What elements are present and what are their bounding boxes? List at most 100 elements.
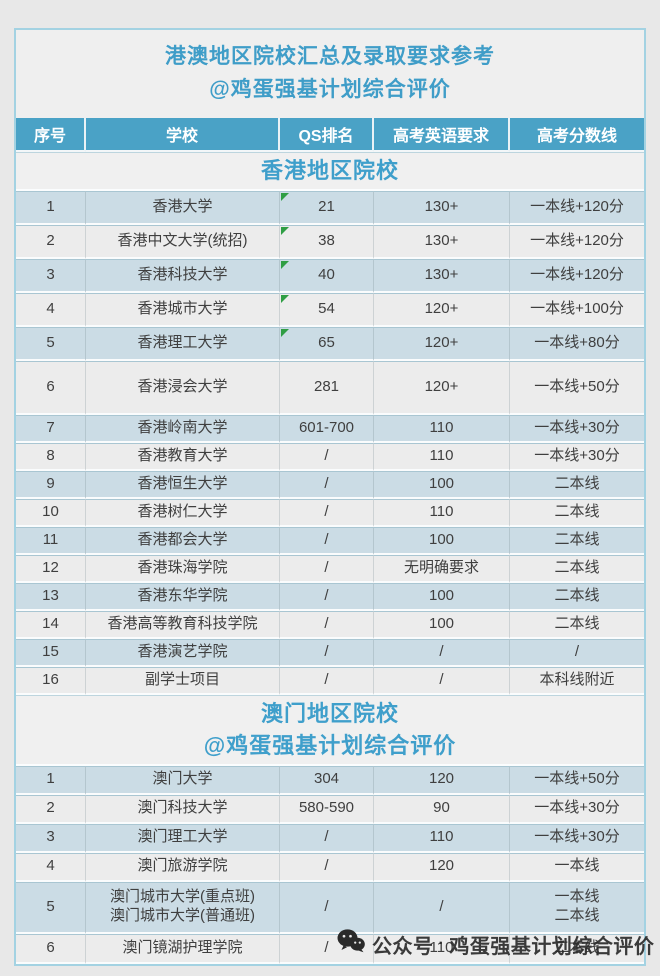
score-line-cell: 二本线 bbox=[510, 526, 644, 555]
table-row: 4 澳门旅游学院/120 一本线 bbox=[16, 852, 644, 882]
score-line-cell: 一本线+120分 bbox=[510, 224, 644, 259]
table-row: 7 香港岭南大学 601-700 110 一本线+30分 bbox=[16, 414, 644, 443]
cell-note-marker bbox=[281, 226, 289, 235]
table-row: 9 香港恒生大学/100 二本线 bbox=[16, 470, 644, 499]
english-req-cell: 130+ bbox=[374, 224, 510, 259]
table-row: 13 香港东华学院/100 二本线 bbox=[16, 582, 644, 611]
row-index-cell: 6 bbox=[16, 933, 86, 964]
table-row: 2 澳门科技大学 580-590 90 一本线+30分 bbox=[16, 794, 644, 824]
english-req-cell: 无明确要求 bbox=[374, 554, 510, 583]
english-req-cell: / bbox=[374, 666, 510, 695]
english-req-cell: 120+ bbox=[374, 326, 510, 361]
school-cell: 香港珠海学院 bbox=[86, 554, 280, 583]
table-title-line2: @鸡蛋强基计划综合评价 bbox=[209, 78, 451, 101]
score-line-cell: 一本线+50分 bbox=[510, 765, 644, 795]
row-index-cell: 15 bbox=[16, 638, 86, 667]
qs-rank-cell: / bbox=[280, 610, 374, 639]
score-line-cell: 二本线 bbox=[510, 582, 644, 611]
school-cell: 澳门旅游学院 bbox=[86, 852, 280, 882]
qs-rank-cell: / bbox=[280, 498, 374, 527]
school-cell: 澳门科技大学 bbox=[86, 794, 280, 824]
qs-rank-cell: 580-590 bbox=[280, 794, 374, 824]
school-cell: 香港浸会大学 bbox=[86, 360, 280, 415]
english-req-cell: 110 bbox=[374, 414, 510, 443]
table-header: 序号 学校 QS排名 高考英语要求 高考分数线 bbox=[16, 118, 644, 152]
row-index-cell: 11 bbox=[16, 526, 86, 555]
row-index-cell: 1 bbox=[16, 190, 86, 225]
universities-table: 序号 学校 QS排名 高考英语要求 高考分数线 香港地区院校 1 香港大学 21 130… bbox=[16, 118, 644, 964]
school-cell: 香港都会大学 bbox=[86, 526, 280, 555]
school-cell: 香港岭南大学 bbox=[86, 414, 280, 443]
cell-note-marker bbox=[281, 294, 289, 303]
section-title: 澳门地区院校 @鸡蛋强基计划综合评价 bbox=[16, 694, 644, 766]
row-index-cell: 3 bbox=[16, 823, 86, 853]
row-index-cell: 1 bbox=[16, 765, 86, 795]
score-line-cell: 二本线 bbox=[510, 470, 644, 499]
score-line-cell: 二本线 bbox=[510, 554, 644, 583]
table-row: 6 香港浸会大学 281 120+ 一本线+50分 bbox=[16, 360, 644, 415]
school-cell: 澳门城市大学(重点班) 澳门城市大学(普通班) bbox=[86, 881, 280, 934]
table-title-block: 港澳地区院校汇总及录取要求参考 @鸡蛋强基计划综合评价 bbox=[16, 30, 644, 118]
school-cell: 香港演艺学院 bbox=[86, 638, 280, 667]
row-index-cell: 2 bbox=[16, 224, 86, 259]
row-index-cell: 13 bbox=[16, 582, 86, 611]
english-req-cell: 110 bbox=[374, 823, 510, 853]
universities-table-card: 港澳地区院校汇总及录取要求参考 @鸡蛋强基计划综合评价 序号 学校 QS排名 高… bbox=[14, 28, 646, 966]
watermark-separator: · bbox=[438, 935, 445, 952]
qs-rank-cell: 281 bbox=[280, 360, 374, 415]
col-header-qs-rank: QS排名 bbox=[280, 118, 374, 152]
english-req-cell: 120+ bbox=[374, 360, 510, 415]
score-line-cell: 一本线+30分 bbox=[510, 442, 644, 471]
row-index-cell: 3 bbox=[16, 258, 86, 293]
qs-rank-cell: / bbox=[280, 582, 374, 611]
row-index-cell: 4 bbox=[16, 292, 86, 327]
watermark: 公众号 · 鸡蛋强基计划综合评价 bbox=[337, 929, 654, 959]
school-cell: 澳门理工大学 bbox=[86, 823, 280, 853]
score-line-cell: / bbox=[510, 638, 644, 667]
table-row: 15 香港演艺学院 / / / bbox=[16, 638, 644, 667]
qs-rank-cell: / bbox=[280, 470, 374, 499]
section-title: 香港地区院校 bbox=[16, 152, 644, 191]
col-header-english-req: 高考英语要求 bbox=[374, 118, 510, 152]
score-line-cell: 一本线 bbox=[510, 852, 644, 882]
qs-rank-cell: / bbox=[280, 442, 374, 471]
qs-rank-cell: 21 bbox=[280, 190, 374, 225]
english-req-cell: 90 bbox=[374, 794, 510, 824]
score-line-cell: 一本线+120分 bbox=[510, 258, 644, 293]
header-row: 序号 学校 QS排名 高考英语要求 高考分数线 bbox=[16, 118, 644, 152]
english-req-cell: / bbox=[374, 638, 510, 667]
table-row: 11 香港都会大学/100 二本线 bbox=[16, 526, 644, 555]
row-index-cell: 2 bbox=[16, 794, 86, 824]
section-header-row: 香港地区院校 bbox=[16, 152, 644, 191]
watermark-label: 公众号 bbox=[372, 935, 434, 958]
qs-rank-cell: / bbox=[280, 852, 374, 882]
watermark-account: 鸡蛋强基计划综合评价 bbox=[449, 935, 655, 958]
table-row: 10 香港树仁大学/110 二本线 bbox=[16, 498, 644, 527]
table-row: 16 副学士项目 / / 本科线附近 bbox=[16, 666, 644, 695]
wechat-icon bbox=[337, 929, 365, 959]
score-line-cell: 二本线 bbox=[510, 933, 644, 964]
qs-rank-cell: 38 bbox=[280, 224, 374, 259]
english-req-cell: 120 bbox=[374, 852, 510, 882]
score-line-cell: 一本线+100分 bbox=[510, 292, 644, 327]
cell-note-marker bbox=[281, 260, 289, 269]
english-req-cell: 120+ bbox=[374, 292, 510, 327]
school-cell: 香港大学 bbox=[86, 190, 280, 225]
row-index-cell: 14 bbox=[16, 610, 86, 639]
score-line-cell: 一本线 二本线 bbox=[510, 881, 644, 934]
qs-rank-cell: 601-700 bbox=[280, 414, 374, 443]
school-cell: 香港树仁大学 bbox=[86, 498, 280, 527]
school-cell: 香港理工大学 bbox=[86, 326, 280, 361]
english-req-cell: 120 bbox=[374, 765, 510, 795]
row-index-cell: 5 bbox=[16, 326, 86, 361]
table-section: 澳门地区院校 @鸡蛋强基计划综合评价 1 澳门大学 304 120 一本线+50分 2 澳门科技… bbox=[16, 694, 644, 964]
english-req-cell: 110 bbox=[374, 498, 510, 527]
score-line-cell: 本科线附近 bbox=[510, 666, 644, 695]
col-header-score-line: 高考分数线 bbox=[510, 118, 644, 152]
row-index-cell: 9 bbox=[16, 470, 86, 499]
school-cell: 香港高等教育科技学院 bbox=[86, 610, 280, 639]
table-row: 4 香港城市大学 54 120+ 一本线+100分 bbox=[16, 292, 644, 327]
english-req-cell: 110 bbox=[374, 442, 510, 471]
qs-rank-cell: / bbox=[280, 881, 374, 934]
english-req-cell: 110 bbox=[374, 933, 510, 964]
